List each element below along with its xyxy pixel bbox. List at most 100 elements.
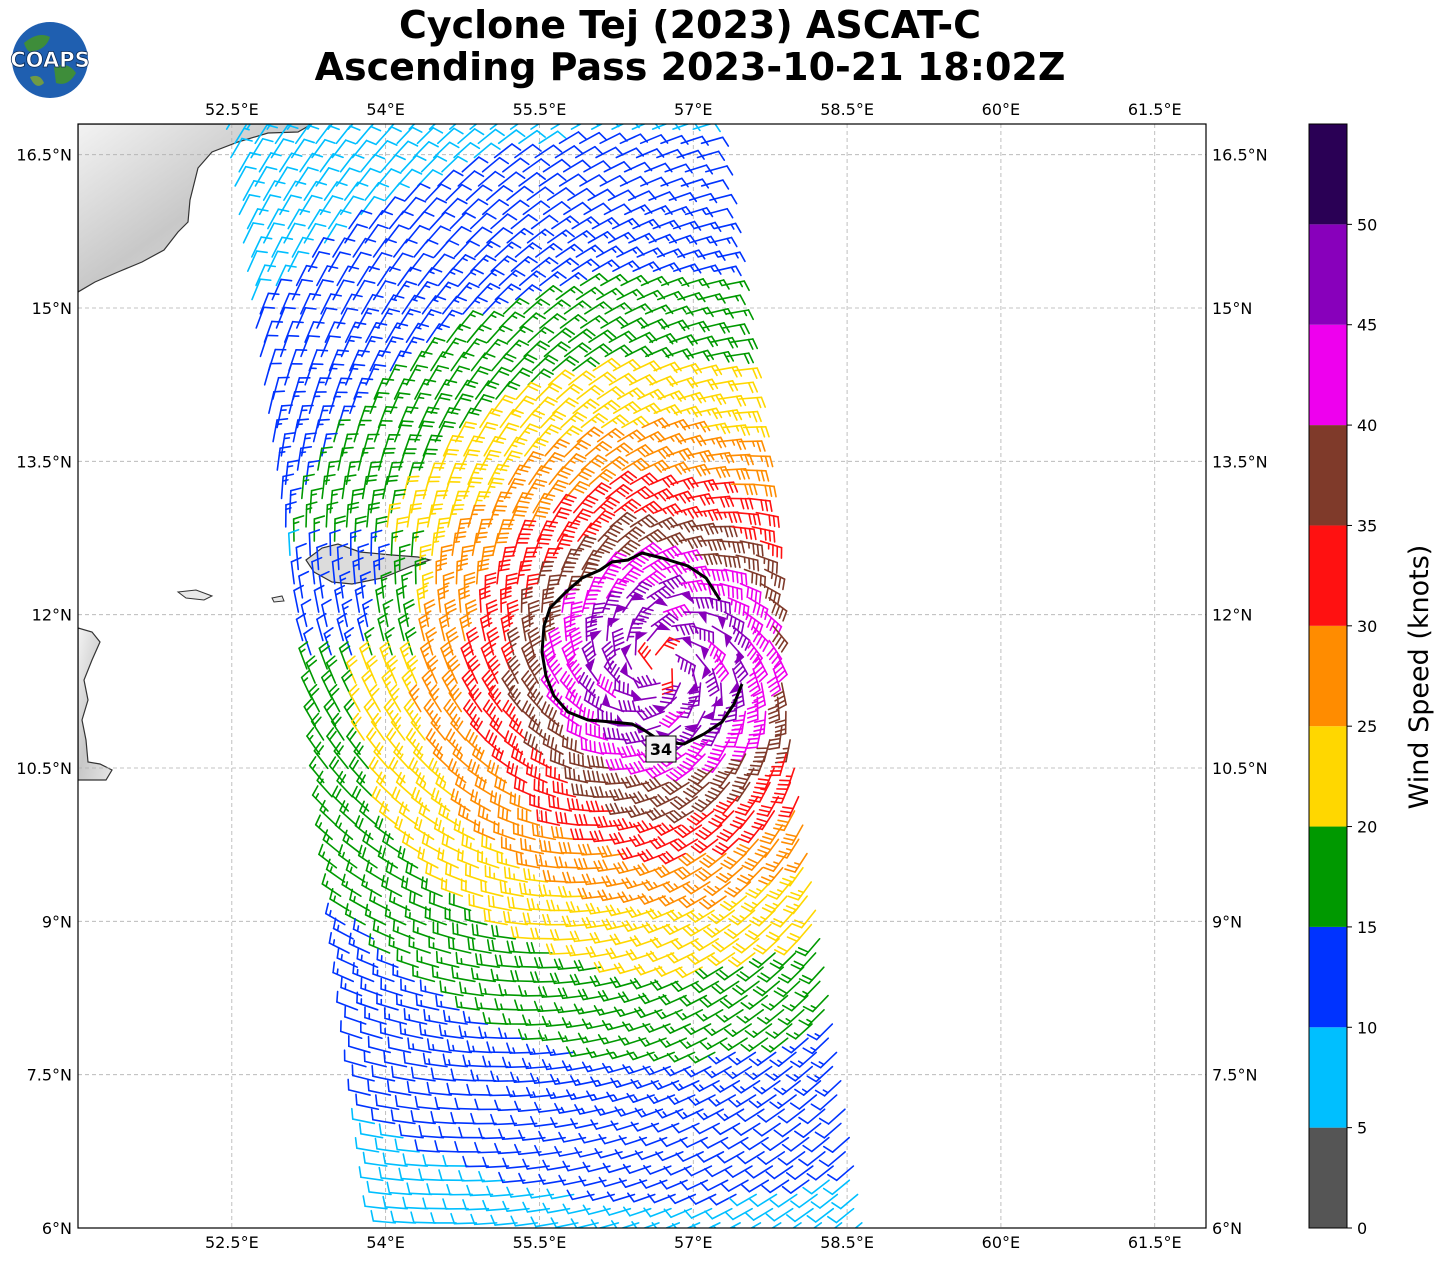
wind-barb	[287, 528, 300, 557]
wind-barb	[388, 210, 414, 230]
wind-barb	[544, 438, 570, 457]
wind-barb	[388, 684, 402, 713]
wind-barb	[625, 444, 654, 458]
wind-barb	[324, 321, 346, 343]
wind-barb	[714, 365, 743, 378]
wind-barb	[369, 391, 390, 415]
wind-barb	[568, 467, 595, 486]
wind-barb	[356, 265, 380, 287]
wind-barb	[308, 529, 321, 557]
wind-barb	[486, 185, 514, 201]
wind-barb	[438, 448, 459, 471]
wind-barb	[681, 278, 710, 289]
wind-barb	[665, 447, 695, 461]
wind-barb	[759, 540, 783, 559]
wind-barb	[283, 320, 304, 343]
wind-barb	[399, 641, 412, 670]
wind-barb	[275, 306, 296, 329]
wind-barb	[325, 501, 339, 528]
wind-barb	[416, 127, 444, 145]
wind-barb	[246, 124, 252, 130]
wind-barb	[352, 279, 376, 301]
wind-barb	[566, 655, 582, 684]
wind-barb	[612, 260, 641, 272]
wind-barb	[538, 172, 567, 187]
wind-barb	[660, 134, 689, 145]
lat-tick-label-right: 9°N	[1212, 912, 1242, 931]
wind-barb	[401, 336, 425, 358]
wind-barb	[731, 625, 751, 651]
wind-barb	[390, 713, 406, 741]
wind-barb	[672, 220, 702, 231]
wind-barb	[595, 146, 624, 159]
wind-barb	[461, 156, 489, 173]
lat-tick-label-left: 9°N	[42, 912, 72, 931]
wind-barb	[563, 300, 592, 315]
wind-barb	[366, 655, 378, 684]
wind-barb	[251, 236, 273, 258]
wind-barb	[521, 670, 537, 699]
wind-barb	[601, 456, 629, 471]
wind-barb	[328, 251, 352, 272]
wind-barb	[323, 627, 334, 656]
wind-barb	[601, 590, 623, 613]
wind-barb	[448, 684, 463, 713]
wind-barb	[426, 503, 444, 528]
wind-barb	[522, 158, 551, 173]
wind-barb	[546, 655, 563, 684]
wind-barb	[595, 245, 625, 258]
wind-barb	[320, 335, 342, 358]
wind-barb	[563, 613, 577, 642]
wind-barb	[577, 522, 602, 542]
wind-barb	[298, 641, 309, 670]
wind-barb	[501, 670, 515, 699]
wind-barb	[563, 201, 592, 216]
lat-tick-label-right: 10.5°N	[1212, 759, 1268, 778]
wind-barb	[632, 674, 661, 689]
wind-barb	[481, 669, 495, 699]
wind-barb	[604, 344, 633, 358]
wind-barb	[743, 469, 770, 482]
wind-barb	[404, 627, 417, 656]
wind-barb	[521, 641, 536, 670]
wind-barb	[585, 722, 609, 741]
wind-barb	[727, 597, 750, 618]
wind-barb	[450, 393, 474, 415]
wind-barb	[714, 409, 743, 421]
wind-barb	[680, 178, 710, 189]
wind-barb	[398, 406, 419, 429]
wind-barb	[493, 143, 522, 159]
wind-barb	[530, 124, 559, 130]
wind-barb	[336, 612, 347, 642]
wind-barb	[481, 199, 509, 216]
wind-barb	[441, 155, 468, 173]
wind-barb	[670, 519, 699, 533]
wind-barb	[514, 143, 542, 159]
wind-barb	[581, 589, 600, 613]
lon-tick-label-top: 55.5°E	[513, 100, 567, 119]
wind-barb	[552, 397, 579, 415]
wind-barb	[426, 655, 439, 684]
wind-barb	[458, 407, 482, 429]
wind-barb	[458, 268, 484, 287]
wind-barb	[572, 398, 600, 415]
wind-barb	[434, 420, 456, 443]
wind-barb	[713, 222, 742, 234]
wind-barb	[482, 297, 509, 315]
wind-barb	[612, 401, 642, 415]
wind-barb	[321, 473, 336, 500]
wind-barb	[584, 301, 613, 315]
wind-barb	[291, 236, 314, 258]
wind-barb	[569, 601, 583, 628]
wind-barb	[363, 698, 377, 727]
wind-barb	[535, 285, 563, 301]
wind-barb	[698, 436, 727, 449]
wind-barb	[414, 420, 435, 443]
wind-barb	[668, 192, 698, 203]
wind-barb	[311, 556, 323, 585]
wind-barb	[703, 568, 730, 582]
wind-barb	[466, 324, 492, 343]
wind-barb	[458, 585, 471, 613]
wind-barb	[596, 427, 625, 443]
wind-barb	[532, 492, 556, 514]
